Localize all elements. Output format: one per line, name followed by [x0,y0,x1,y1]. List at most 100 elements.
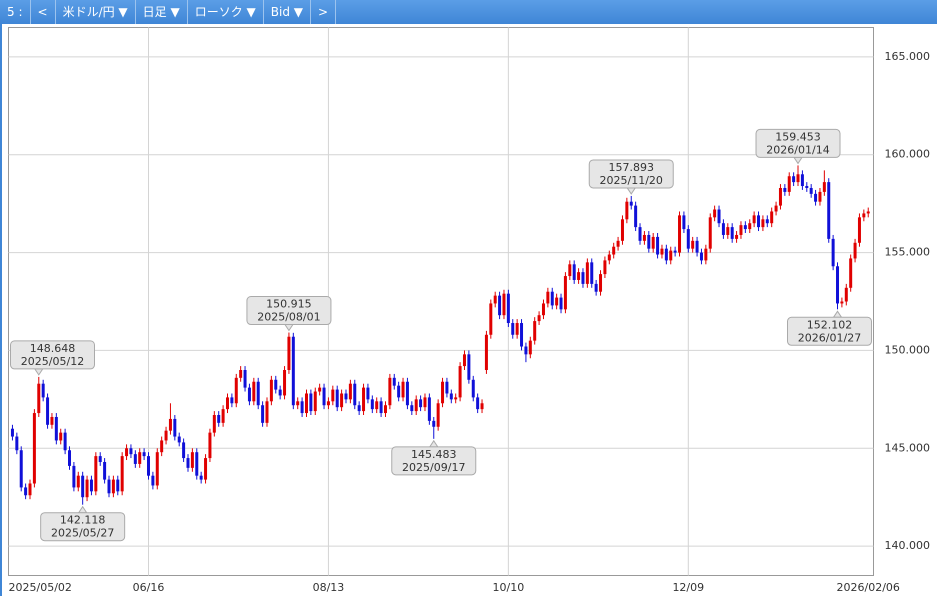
annotation-value: 159.453 [775,130,821,143]
candle-body [326,401,330,406]
candle-body [458,366,462,398]
toolbar-button[interactable]: ローソク ▼ [188,0,264,24]
candle-body [291,336,295,406]
candle-body [28,483,32,496]
toolbar-button[interactable]: 米ドル/円 ▼ [56,0,136,24]
candle-body [68,450,72,466]
candle-body [230,397,234,404]
candle-body [822,182,826,192]
candle-body [383,405,387,414]
candle-body [555,297,559,306]
candle-body [484,334,488,370]
candle-body [155,452,159,486]
candle-body [792,176,796,183]
candle-body [190,452,194,468]
candle-body [682,215,686,230]
candle-body [831,238,835,267]
candle-body [730,227,734,239]
candle-body [844,287,848,302]
candle-body [774,205,778,212]
candle-body [269,379,273,402]
candle-body [713,209,717,218]
toolbar-button[interactable]: Bid ▼ [264,0,311,24]
candle-body [208,432,212,459]
candle-body [572,264,576,280]
candle-body [818,191,822,202]
candle-body [651,236,655,249]
candle-body [19,450,23,488]
candle-body [225,397,229,410]
candle-body [427,397,431,421]
candle-body [247,387,251,402]
toolbar-button[interactable]: < [31,0,56,24]
candle-body [274,379,278,390]
candle-body [300,401,304,414]
candle-body [849,258,853,288]
candle-body [182,442,186,459]
candle-body [199,475,203,480]
annotation-box [246,296,332,326]
candle-body [480,403,484,410]
toolbar-button[interactable]: 5 : [0,0,31,24]
candle-body [814,193,818,202]
candle-body [261,405,265,423]
candle-body [866,211,870,214]
candle-body [116,479,120,492]
candle-body [32,413,36,484]
candle-body [660,248,664,255]
candle-body [133,454,137,464]
candle-body [634,205,638,228]
candle-body [63,432,67,451]
annotation-date: 2025/09/17 [402,461,465,474]
toolbar-button[interactable]: > [311,0,337,24]
candle-body [445,381,449,394]
candle-body [397,385,401,398]
candle-body [612,246,616,255]
annotation-date: 2025/08/01 [257,311,320,324]
candle-body [625,201,629,220]
candle-body [278,389,282,396]
candle-body [265,401,269,423]
candle-body [168,418,172,431]
candle-body [129,448,133,455]
annotation-date: 2026/01/27 [798,331,861,344]
candle-body [853,242,857,259]
candle-body [59,432,63,441]
candle-body [616,240,620,247]
candle-body [493,295,497,304]
candle-body [796,174,800,183]
toolbar-button[interactable]: 日足 ▼ [136,0,188,24]
candle-body [462,354,466,367]
candle-body [239,370,243,378]
candle-body [15,436,19,451]
candle-body [678,215,682,253]
annotation-date: 2025/11/20 [600,174,663,187]
candle-body [511,323,515,335]
annotation-date: 2026/01/14 [766,143,829,156]
candle-body [541,303,545,316]
candle-body [476,397,480,410]
annotation-box [787,316,872,346]
candle-body [160,440,164,453]
candle-body [840,301,844,304]
candle-body [423,397,427,408]
annotation-box [588,159,674,189]
candle-body [809,187,813,194]
annotation-date: 2025/05/12 [21,355,84,368]
candle-body [581,272,585,284]
candle-body [656,236,660,255]
candle-body [331,389,335,402]
y-tick-label: 145.000 [885,441,931,454]
candle-body [256,381,260,406]
candle-body [46,397,50,425]
x-tick-label: 08/13 [313,581,345,594]
x-tick-label: 2026/02/06 [837,581,900,594]
candle-body [735,234,739,239]
candle-body [537,315,541,322]
candle-body [594,283,598,292]
candle-body [50,416,54,425]
candle-body [502,293,506,316]
